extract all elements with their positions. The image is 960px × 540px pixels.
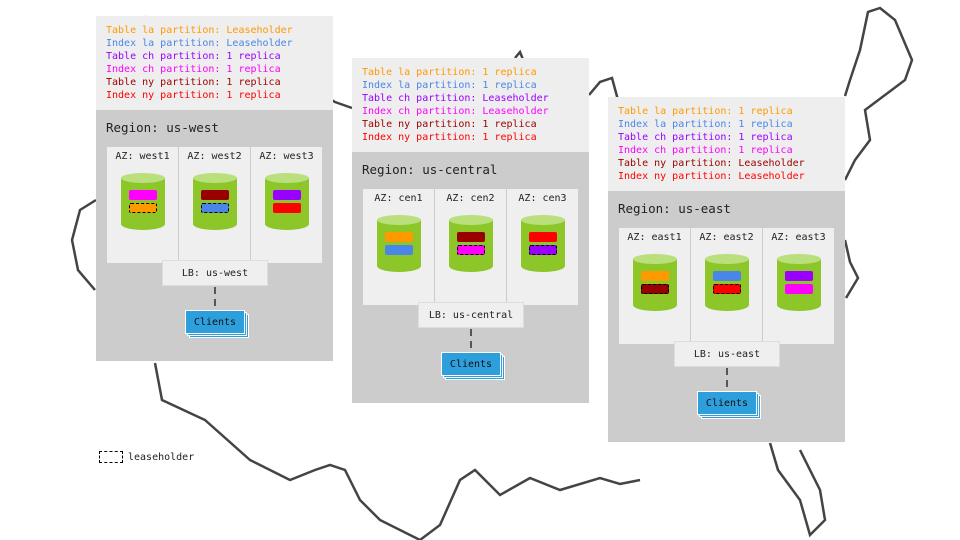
clients-stack: Clients <box>185 310 249 338</box>
availability-zone: AZ: west3 <box>251 147 322 263</box>
legend-line: Index la partition: Leaseholder <box>106 38 293 49</box>
database-node-icon <box>377 215 421 277</box>
availability-zone: AZ: west2 <box>179 147 251 263</box>
replica <box>385 245 413 255</box>
replica <box>529 232 557 242</box>
az-label: AZ: west1 <box>115 151 170 162</box>
az-label: AZ: east2 <box>699 232 754 243</box>
az-label: AZ: cen1 <box>374 193 423 204</box>
region-title: Region: us-west <box>106 120 219 135</box>
legend-line: Index ny partition: Leaseholder <box>618 171 805 182</box>
az-label: AZ: west3 <box>259 151 314 162</box>
availability-zone: AZ: east3 <box>763 228 834 344</box>
database-node-icon <box>705 254 749 316</box>
az-label: AZ: east3 <box>771 232 826 243</box>
legend-line: Index ny partition: 1 replica <box>362 132 537 143</box>
availability-zone: AZ: cen1 <box>363 189 435 305</box>
legend-line: Index ch partition: Leaseholder <box>362 106 549 117</box>
legend-line: Table ny partition: 1 replica <box>362 119 537 130</box>
legend-line: Table ch partition: 1 replica <box>106 51 281 62</box>
region-us-central: Table la partition: 1 replica Index la pa… <box>352 58 589 403</box>
region-title: Region: us-east <box>618 201 731 216</box>
partition-legend: Table la partition: 1 replica Index la pa… <box>352 58 589 152</box>
database-node-icon <box>777 254 821 316</box>
region-us-west: Table la partition: Leaseholder Index la … <box>96 16 333 361</box>
legend-line: Table la partition: 1 replica <box>362 67 537 78</box>
region-body: Region: us-central AZ: cen1 AZ: cen2 AZ: ce… <box>352 152 589 403</box>
replica <box>385 232 413 242</box>
clients-stack: Clients <box>441 352 505 380</box>
replica <box>785 284 813 294</box>
partition-legend: Table la partition: Leaseholder Index la … <box>96 16 333 110</box>
load-balancer: LB: us-central <box>418 302 524 328</box>
az-label: AZ: cen3 <box>518 193 567 204</box>
leaseholder-replica <box>129 203 157 213</box>
region-us-east: Table la partition: 1 replica Index la pa… <box>608 97 845 442</box>
clients-stack: Clients <box>697 391 761 419</box>
database-node-icon <box>449 215 493 277</box>
database-node-icon <box>521 215 565 277</box>
region-body: Region: us-west AZ: west1 AZ: west2 AZ: wes… <box>96 110 333 361</box>
legend-line: Index ch partition: 1 replica <box>106 64 281 75</box>
replica <box>273 203 301 213</box>
database-node-icon <box>633 254 677 316</box>
legend-line: Index ny partition: 1 replica <box>106 90 281 101</box>
availability-zone: AZ: cen3 <box>507 189 578 305</box>
replica <box>785 271 813 281</box>
replica <box>457 232 485 242</box>
leaseholder-key: leaseholder <box>99 451 194 463</box>
leaseholder-replica <box>641 284 669 294</box>
leaseholder-replica <box>713 284 741 294</box>
legend-line: Table la partition: 1 replica <box>618 106 793 117</box>
database-node-icon <box>121 173 165 235</box>
legend-line: Table ch partition: Leaseholder <box>362 93 549 104</box>
availability-zone: AZ: east1 <box>619 228 691 344</box>
load-balancer: LB: us-east <box>674 341 780 367</box>
availability-zone: AZ: east2 <box>691 228 763 344</box>
region-title: Region: us-central <box>362 162 498 177</box>
key-label: leaseholder <box>128 451 195 463</box>
az-row: AZ: east1 AZ: east2 AZ: east3 <box>619 228 834 344</box>
az-label: AZ: west2 <box>187 151 242 162</box>
legend-line: Table ny partition: Leaseholder <box>618 158 805 169</box>
replica <box>273 190 301 200</box>
clients-label: Clients <box>449 358 493 370</box>
az-label: AZ: east1 <box>627 232 682 243</box>
az-label: AZ: cen2 <box>446 193 495 204</box>
region-body: Region: us-east AZ: east1 AZ: east2 AZ: eas… <box>608 191 845 442</box>
legend-line: Index la partition: 1 replica <box>618 119 793 130</box>
replica <box>713 271 741 281</box>
legend-line: Table ch partition: 1 replica <box>618 132 793 143</box>
legend-line: Index ch partition: 1 replica <box>618 145 793 156</box>
database-node-icon <box>193 173 237 235</box>
dashed-box-icon <box>99 451 123 463</box>
partition-legend: Table la partition: 1 replica Index la pa… <box>608 97 845 191</box>
availability-zone: AZ: cen2 <box>435 189 507 305</box>
legend-line: Table la partition: Leaseholder <box>106 25 293 36</box>
clients-label: Clients <box>705 397 749 409</box>
leaseholder-replica <box>457 245 485 255</box>
availability-zone: AZ: west1 <box>107 147 179 263</box>
replica <box>641 271 669 281</box>
load-balancer: LB: us-west <box>162 260 268 286</box>
replica <box>129 190 157 200</box>
legend-line: Index la partition: 1 replica <box>362 80 537 91</box>
leaseholder-replica <box>529 245 557 255</box>
legend-line: Table ny partition: 1 replica <box>106 77 281 88</box>
database-node-icon <box>265 173 309 235</box>
az-row: AZ: west1 AZ: west2 AZ: west3 <box>107 147 322 263</box>
clients-label: Clients <box>193 316 237 328</box>
az-row: AZ: cen1 AZ: cen2 AZ: cen3 <box>363 189 578 305</box>
leaseholder-replica <box>201 203 229 213</box>
replica <box>201 190 229 200</box>
